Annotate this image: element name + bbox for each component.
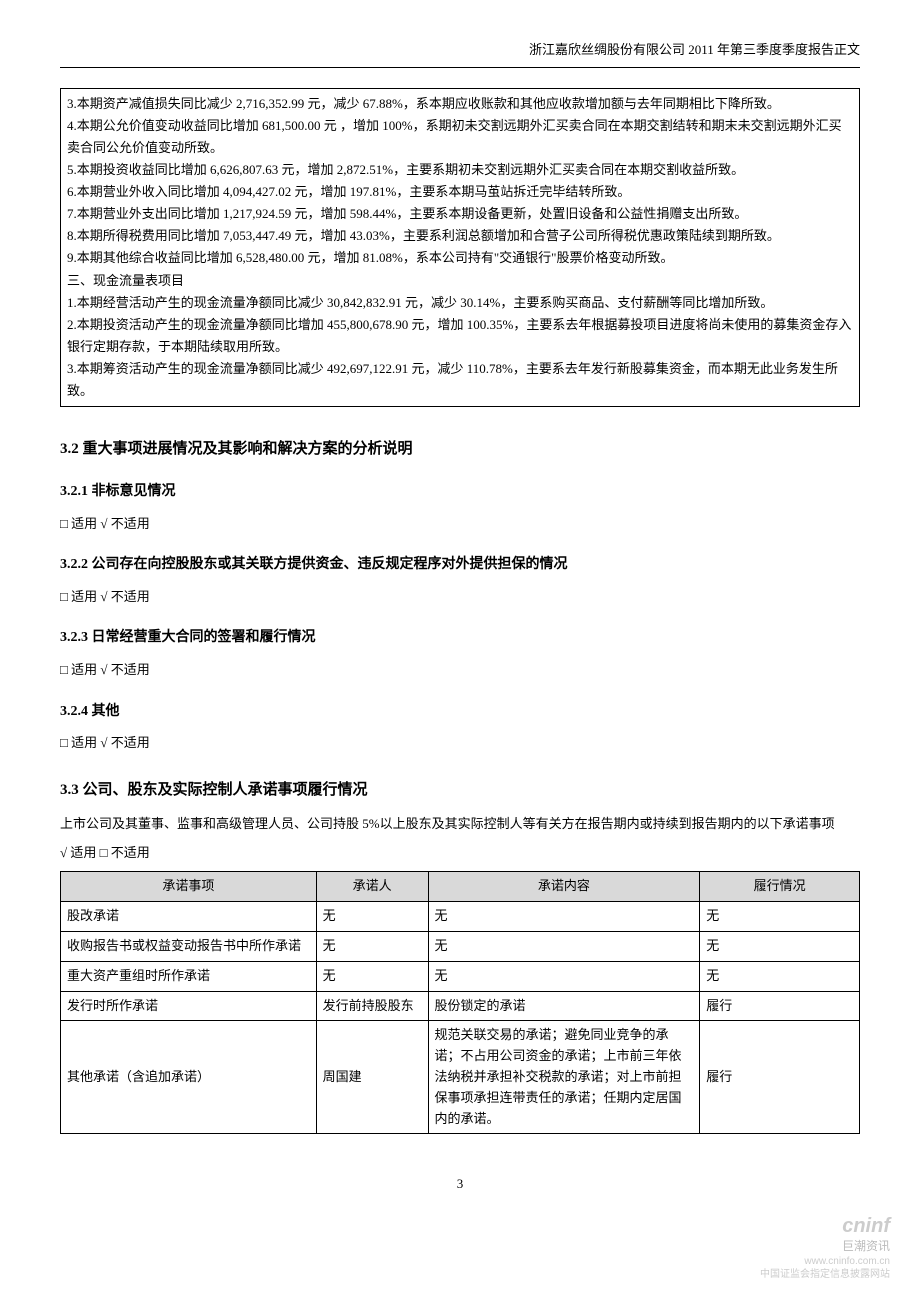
cell: 股改承诺: [61, 902, 317, 932]
heading-3-2: 3.2 重大事项进展情况及其影响和解决方案的分析说明: [60, 437, 860, 461]
notes-box: 3.本期资产减值损失同比减少 2,716,352.99 元，减少 67.88%，…: [60, 88, 860, 407]
watermark: cninf 巨潮资讯 www.cninfo.com.cn 中国证监会指定信息披露…: [760, 1213, 890, 1281]
applicable-3-2-3: □ 适用 √ 不适用: [60, 660, 860, 681]
cell: 无: [428, 932, 700, 962]
page-header: 浙江嘉欣丝绸股份有限公司 2011 年第三季度季度报告正文: [60, 40, 860, 68]
watermark-desc: 中国证监会指定信息披露网站: [760, 1268, 890, 1281]
note-line: 6.本期营业外收入同比增加 4,094,427.02 元，增加 197.81%，…: [67, 181, 853, 203]
applicable-3-2-1: □ 适用 √ 不适用: [60, 514, 860, 535]
note-line: 2.本期投资活动产生的现金流量净额同比增加 455,800,678.90 元，增…: [67, 314, 853, 358]
page-number: 3: [60, 1174, 860, 1195]
cell: 无: [316, 961, 428, 991]
cell: 履行: [700, 991, 860, 1021]
heading-3-2-3: 3.2.3 日常经营重大合同的签署和履行情况: [60, 627, 860, 649]
table-row: 收购报告书或权益变动报告书中所作承诺 无 无 无: [61, 932, 860, 962]
table-row: 其他承诺（含追加承诺） 周国建 规范关联交易的承诺；避免同业竞争的承诺；不占用公…: [61, 1021, 860, 1134]
note-line: 3.本期资产减值损失同比减少 2,716,352.99 元，减少 67.88%，…: [67, 93, 853, 115]
heading-3-2-1: 3.2.1 非标意见情况: [60, 481, 860, 503]
cell: 无: [428, 902, 700, 932]
note-line: 1.本期经营活动产生的现金流量净额同比减少 30,842,832.91 元，减少…: [67, 292, 853, 314]
th-content: 承诺内容: [428, 872, 700, 902]
table-header-row: 承诺事项 承诺人 承诺内容 履行情况: [61, 872, 860, 902]
cell: 规范关联交易的承诺；避免同业竞争的承诺；不占用公司资金的承诺；上市前三年依法纳税…: [428, 1021, 700, 1134]
note-line: 8.本期所得税费用同比增加 7,053,447.49 元，增加 43.03%，主…: [67, 225, 853, 247]
intro-3-3: 上市公司及其董事、监事和高级管理人员、公司持股 5%以上股东及其实际控制人等有关…: [60, 814, 860, 835]
table-row: 重大资产重组时所作承诺 无 无 无: [61, 961, 860, 991]
heading-3-2-2: 3.2.2 公司存在向控股股东或其关联方提供资金、违反规定程序对外提供担保的情况: [60, 554, 860, 576]
heading-3-2-4: 3.2.4 其他: [60, 701, 860, 723]
cell: 重大资产重组时所作承诺: [61, 961, 317, 991]
cell: 无: [700, 961, 860, 991]
watermark-url: www.cninfo.com.cn: [760, 1255, 890, 1268]
table-row: 股改承诺 无 无 无: [61, 902, 860, 932]
cell: 股份锁定的承诺: [428, 991, 700, 1021]
note-line: 9.本期其他综合收益同比增加 6,528,480.00 元，增加 81.08%，…: [67, 247, 853, 269]
cell: 无: [700, 902, 860, 932]
cell: 其他承诺（含追加承诺）: [61, 1021, 317, 1134]
th-status: 履行情况: [700, 872, 860, 902]
cell: 履行: [700, 1021, 860, 1134]
note-line: 7.本期营业外支出同比增加 1,217,924.59 元，增加 598.44%，…: [67, 203, 853, 225]
heading-3-3: 3.3 公司、股东及实际控制人承诺事项履行情况: [60, 778, 860, 802]
th-person: 承诺人: [316, 872, 428, 902]
commitment-table: 承诺事项 承诺人 承诺内容 履行情况 股改承诺 无 无 无 收购报告书或权益变动…: [60, 871, 860, 1134]
cell: 无: [316, 902, 428, 932]
note-line: 3.本期筹资活动产生的现金流量净额同比减少 492,697,122.91 元，减…: [67, 358, 853, 402]
cell: 收购报告书或权益变动报告书中所作承诺: [61, 932, 317, 962]
cell: 发行前持股股东: [316, 991, 428, 1021]
cell: 无: [428, 961, 700, 991]
cell: 周国建: [316, 1021, 428, 1134]
note-line: 5.本期投资收益同比增加 6,626,807.63 元，增加 2,872.51%…: [67, 159, 853, 181]
cell: 无: [316, 932, 428, 962]
cell: 发行时所作承诺: [61, 991, 317, 1021]
table-row: 发行时所作承诺 发行前持股股东 股份锁定的承诺 履行: [61, 991, 860, 1021]
applicable-3-3: √ 适用 □ 不适用: [60, 843, 860, 864]
applicable-3-2-4: □ 适用 √ 不适用: [60, 733, 860, 754]
watermark-logo: cninf: [760, 1213, 890, 1239]
watermark-site: 巨潮资讯: [760, 1239, 890, 1255]
cell: 无: [700, 932, 860, 962]
th-item: 承诺事项: [61, 872, 317, 902]
note-line: 三、现金流量表项目: [67, 270, 853, 292]
applicable-3-2-2: □ 适用 √ 不适用: [60, 587, 860, 608]
note-line: 4.本期公允价值变动收益同比增加 681,500.00 元 ，增加 100%，系…: [67, 115, 853, 159]
